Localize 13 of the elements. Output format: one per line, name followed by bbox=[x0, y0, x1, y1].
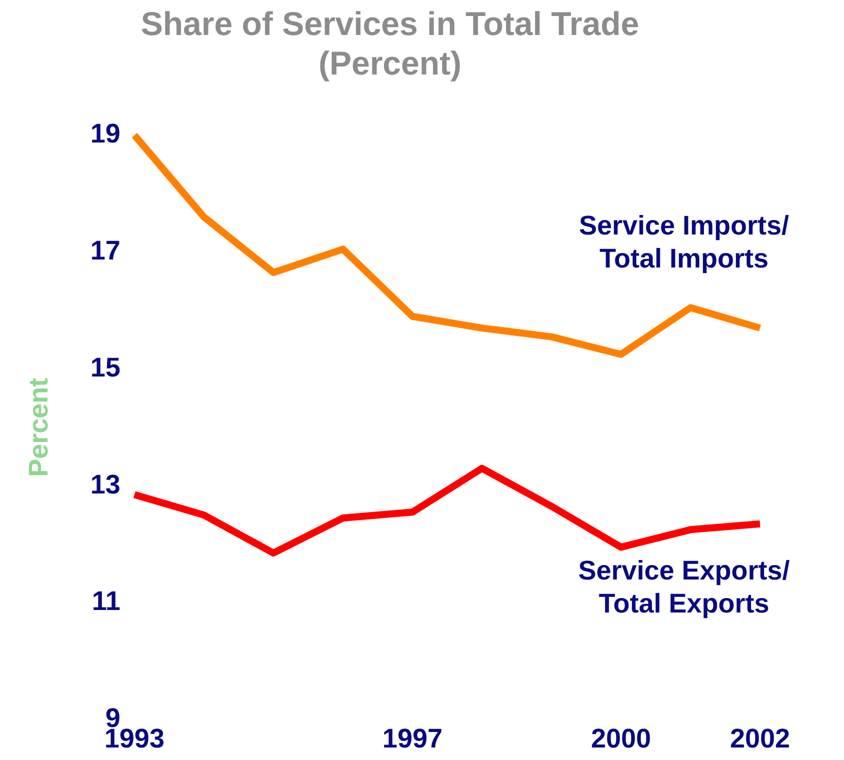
series-label: Service Exports/ Total Exports bbox=[578, 555, 790, 618]
y-axis-title: Percent bbox=[24, 378, 54, 477]
y-tick-label: 15 bbox=[90, 352, 120, 382]
y-tick-label: 13 bbox=[90, 469, 120, 500]
x-tick-label: 1997 bbox=[382, 723, 442, 754]
text: Service Imports/ Total Imports bbox=[578, 210, 790, 274]
y-tick-label: 17 bbox=[90, 236, 120, 266]
x-tick-label: 2000 bbox=[590, 723, 652, 754]
chart-title: Share of Services in Total Trade bbox=[140, 4, 640, 42]
y-tick-label: 19 bbox=[90, 118, 120, 149]
y-tick-label: 11 bbox=[92, 586, 120, 616]
x-tick-label: 2002 bbox=[730, 723, 790, 754]
chart-subtitle: (Percent) bbox=[318, 44, 462, 82]
